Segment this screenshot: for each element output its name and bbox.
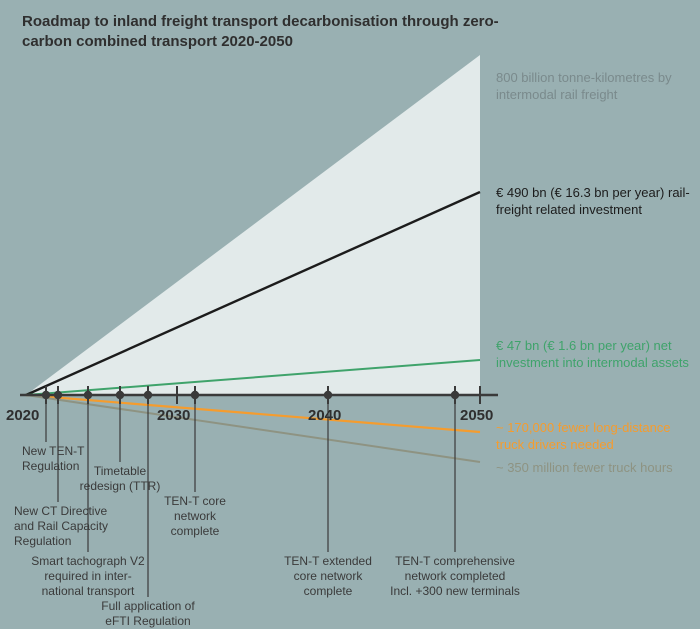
milestone-dot (116, 391, 124, 399)
year-2030: 2030 (157, 407, 190, 424)
year-2020: 2020 (6, 407, 39, 424)
milestone-dot (144, 391, 152, 399)
label-rail-investment: € 490 bn (€ 16.3 bn per year) rail-freig… (496, 185, 691, 219)
milestone-label-7: TEN-T comprehensive network completed In… (375, 554, 535, 599)
milestone-dot (42, 391, 50, 399)
milestone-label-3: Timetable redesign (TTR) (40, 464, 200, 494)
milestone-label-2: Smart tachograph V2 required in inter- n… (8, 554, 168, 599)
milestone-dot (54, 391, 62, 399)
label-area: 800 billion tonne-kilometres by intermod… (496, 70, 686, 104)
label-drivers: ~ 170,000 fewer long-distance truck driv… (496, 420, 696, 454)
year-2050: 2050 (460, 407, 493, 424)
label-truck-hours: ~ 350 million fewer truck hours (496, 460, 696, 477)
milestone-label-5: TEN-T core network complete (115, 494, 275, 539)
milestone-dot (191, 391, 199, 399)
milestone-dot (84, 391, 92, 399)
line-drivers (26, 395, 480, 432)
milestone-label-4: Full application of eFTI Regulation (68, 599, 228, 629)
milestone-dot (451, 391, 459, 399)
year-2040: 2040 (308, 407, 341, 424)
label-intermodal-investment: € 47 bn (€ 1.6 bn per year) net investme… (496, 338, 691, 372)
area-wedge (26, 55, 480, 395)
